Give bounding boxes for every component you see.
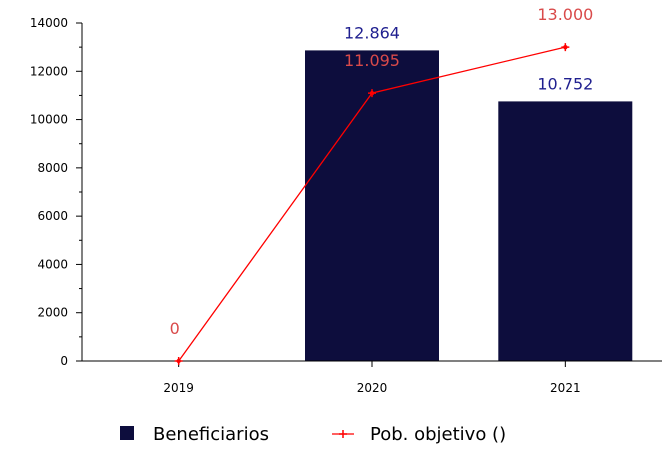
y-tick-label: 6000 <box>37 209 68 223</box>
legend: Beneficiarios Pob. objetivo () <box>120 424 506 445</box>
x-tick-label: 2021 <box>550 381 581 395</box>
line-series <box>174 43 570 365</box>
bar-2021 <box>498 101 633 362</box>
bar-2020 <box>305 50 439 362</box>
legend-label-beneficiarios: Beneficiarios <box>153 424 269 445</box>
bar-value-label: 12.864 <box>344 23 400 42</box>
line-point-dot <box>563 44 568 50</box>
legend-label-pob-objetivo: Pob. objetivo () <box>370 424 506 445</box>
y-tick-label: 4000 <box>37 257 68 271</box>
bar-group <box>305 50 633 362</box>
line-point-dot <box>369 90 375 96</box>
y-tick-label: 2000 <box>37 306 68 320</box>
line-value-label: 0 <box>170 319 180 338</box>
x-tick-label: 2019 <box>163 381 194 395</box>
data-labels: 12.864 10.752 0 11.095 13.000 <box>170 5 594 338</box>
line-value-label: 11.095 <box>344 51 400 70</box>
y-tick-label: 14000 <box>30 16 68 30</box>
legend-swatch-beneficiarios <box>120 426 134 440</box>
bar-value-label: 10.752 <box>537 74 593 93</box>
line-value-label: 13.000 <box>537 5 593 24</box>
y-tick-label: 12000 <box>30 64 68 78</box>
y-tick-label: 8000 <box>37 161 68 175</box>
axes: 0 2000 4000 6000 8000 10000 12000 14000 2019 2020… <box>30 16 662 395</box>
y-tick-label: 0 <box>60 354 68 368</box>
x-tick-label: 2020 <box>357 381 388 395</box>
legend-swatch-marker <box>339 430 347 438</box>
line-point-dot <box>176 358 181 364</box>
y-tick-label: 10000 <box>30 113 68 127</box>
